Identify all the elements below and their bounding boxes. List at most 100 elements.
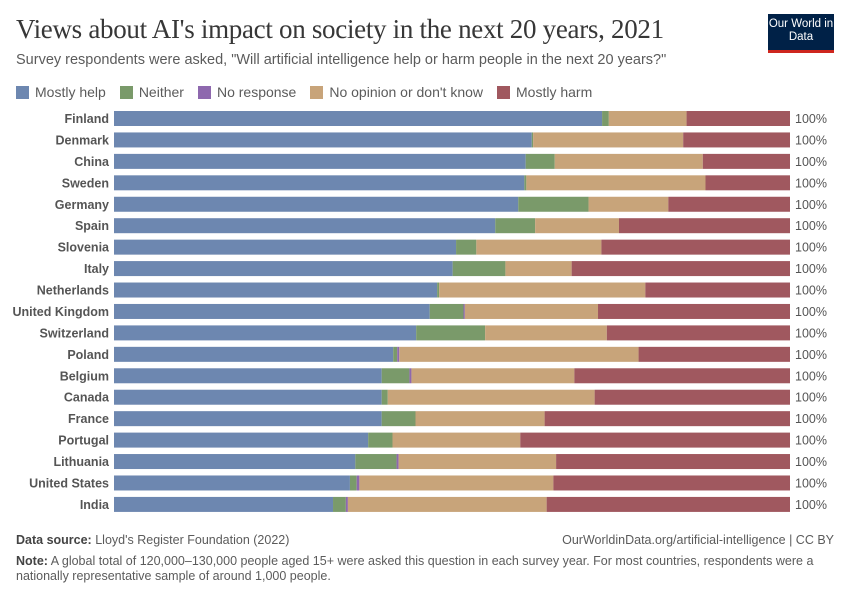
bar-segment-mostly-help[interactable]	[114, 196, 519, 212]
bar-segment-neither[interactable]	[495, 218, 536, 234]
bar-segment-mostly-help[interactable]	[114, 218, 496, 234]
bar-segment-mostly-harm[interactable]	[638, 346, 790, 362]
url-license[interactable]: OurWorldinData.org/artificial-intelligen…	[562, 533, 834, 547]
bar-segment-mostly-harm[interactable]	[556, 454, 790, 470]
bar-segment-neither[interactable]	[518, 196, 589, 212]
bar-segment-mostly-harm[interactable]	[668, 196, 790, 212]
bar-segment-mostly-harm[interactable]	[606, 325, 790, 341]
bar-segment-no-opinion-or-don-t-know[interactable]	[588, 196, 669, 212]
bar-segment-mostly-help[interactable]	[114, 303, 430, 319]
bar-segment-neither[interactable]	[524, 175, 527, 191]
category-label: China	[74, 155, 110, 169]
bar-segment-no-opinion-or-don-t-know[interactable]	[359, 475, 554, 491]
bar-segment-no-opinion-or-don-t-know[interactable]	[415, 411, 545, 427]
bar-segment-no-opinion-or-don-t-know[interactable]	[411, 368, 575, 384]
bar-segment-mostly-harm[interactable]	[553, 475, 790, 491]
category-label: Canada	[64, 391, 110, 405]
bar-segment-mostly-help[interactable]	[114, 454, 356, 470]
bar-segment-mostly-harm[interactable]	[520, 432, 790, 448]
bar-segment-mostly-harm[interactable]	[571, 261, 790, 277]
bar-segment-neither[interactable]	[429, 303, 464, 319]
category-label: Netherlands	[37, 284, 109, 298]
bar-segment-mostly-help[interactable]	[114, 175, 525, 191]
bar-segment-mostly-help[interactable]	[114, 411, 382, 427]
legend-label: Mostly help	[35, 84, 106, 100]
source-text[interactable]: Lloyd's Register Foundation (2022)	[95, 533, 290, 547]
bar-segment-no-opinion-or-don-t-know[interactable]	[387, 389, 595, 405]
bar-segment-no-opinion-or-don-t-know[interactable]	[464, 303, 599, 319]
bar-segment-mostly-help[interactable]	[114, 389, 382, 405]
bar-segment-neither[interactable]	[456, 239, 477, 255]
bar-segment-no-opinion-or-don-t-know[interactable]	[439, 282, 646, 298]
bar-segment-mostly-help[interactable]	[114, 432, 369, 448]
bar-segment-no-opinion-or-don-t-know[interactable]	[535, 218, 619, 234]
bar-segment-mostly-help[interactable]	[114, 239, 457, 255]
bar-segment-neither[interactable]	[333, 496, 346, 512]
bar-segment-mostly-harm[interactable]	[574, 368, 790, 384]
bar-segment-neither[interactable]	[381, 411, 416, 427]
bar-segment-neither[interactable]	[525, 153, 555, 169]
bar-segment-mostly-harm[interactable]	[598, 303, 790, 319]
bar-segment-no-opinion-or-don-t-know[interactable]	[399, 346, 639, 362]
bar-segment-mostly-harm[interactable]	[705, 175, 791, 191]
bar-segment-mostly-harm[interactable]	[686, 111, 790, 126]
bar-segment-no-opinion-or-don-t-know[interactable]	[476, 239, 602, 255]
bar-segment-no-opinion-or-don-t-know[interactable]	[608, 111, 687, 126]
bar-segment-mostly-help[interactable]	[114, 261, 453, 277]
category-label: India	[80, 498, 110, 512]
bar-segment-mostly-help[interactable]	[114, 496, 334, 512]
bar-segment-no-opinion-or-don-t-know[interactable]	[554, 153, 703, 169]
bar-segment-mostly-harm[interactable]	[544, 411, 790, 427]
bar-segment-mostly-help[interactable]	[114, 325, 417, 341]
bar-segment-mostly-harm[interactable]	[645, 282, 790, 298]
bar-segment-no-opinion-or-don-t-know[interactable]	[533, 132, 684, 148]
owid-logo[interactable]: Our World in Data	[768, 14, 834, 53]
bar-segment-mostly-harm[interactable]	[702, 153, 790, 169]
legend-item-mostly-help[interactable]: Mostly help	[16, 84, 106, 100]
bar-segment-no-response[interactable]	[396, 454, 399, 470]
bar-segment-mostly-harm[interactable]	[594, 389, 790, 405]
chart-title: Views about AI's impact on society in th…	[16, 14, 664, 44]
bar-segment-no-response[interactable]	[397, 346, 400, 362]
bar-segment-mostly-help[interactable]	[114, 153, 526, 169]
chart-subtitle: Survey respondents were asked, "Will art…	[16, 52, 667, 68]
bar-segment-no-opinion-or-don-t-know[interactable]	[526, 175, 706, 191]
legend-item-no-opinion-or-don-t-know[interactable]: No opinion or don't know	[310, 84, 483, 100]
bar-segment-no-response[interactable]	[356, 475, 360, 491]
bar-segment-neither[interactable]	[349, 475, 357, 491]
bar-segment-no-opinion-or-don-t-know[interactable]	[398, 454, 557, 470]
bar-segment-no-opinion-or-don-t-know[interactable]	[505, 261, 572, 277]
legend-item-neither[interactable]: Neither	[119, 84, 184, 100]
bar-segment-mostly-harm[interactable]	[546, 496, 790, 512]
bar-segment-no-response[interactable]	[463, 303, 465, 319]
bar-segment-mostly-help[interactable]	[114, 475, 350, 491]
category-label: Denmark	[56, 133, 110, 147]
bar-segment-no-response[interactable]	[409, 368, 412, 384]
bar-segment-neither[interactable]	[416, 325, 486, 341]
bar-segment-mostly-help[interactable]	[114, 132, 532, 148]
bar-segment-mostly-help[interactable]	[114, 346, 394, 362]
legend-item-mostly-harm[interactable]: Mostly harm	[497, 84, 592, 100]
bar-segment-neither[interactable]	[437, 282, 440, 298]
bar-segment-no-opinion-or-don-t-know[interactable]	[392, 432, 521, 448]
bar-segment-neither[interactable]	[602, 111, 609, 126]
bar-segment-mostly-help[interactable]	[114, 111, 603, 126]
bar-segment-mostly-harm[interactable]	[683, 132, 790, 148]
bar-segment-neither[interactable]	[381, 368, 410, 384]
bar-segment-no-response[interactable]	[345, 496, 348, 512]
legend-item-no-response[interactable]: No response	[197, 84, 296, 100]
bar-segment-neither[interactable]	[452, 261, 506, 277]
bar-segment-no-opinion-or-don-t-know[interactable]	[347, 496, 547, 512]
bar-segment-mostly-harm[interactable]	[601, 239, 790, 255]
bar-segment-mostly-harm[interactable]	[618, 218, 790, 234]
bar-segment-neither[interactable]	[381, 389, 388, 405]
bar-segment-neither[interactable]	[368, 432, 393, 448]
bar-segment-neither[interactable]	[355, 454, 397, 470]
row-total-label: 100%	[795, 412, 827, 426]
bar-segment-mostly-help[interactable]	[114, 282, 438, 298]
row-total-label: 100%	[795, 155, 827, 169]
bar-segment-mostly-help[interactable]	[114, 368, 382, 384]
bar-segment-neither[interactable]	[531, 132, 534, 148]
bar-segment-neither[interactable]	[393, 346, 398, 362]
bar-segment-no-opinion-or-don-t-know[interactable]	[485, 325, 607, 341]
